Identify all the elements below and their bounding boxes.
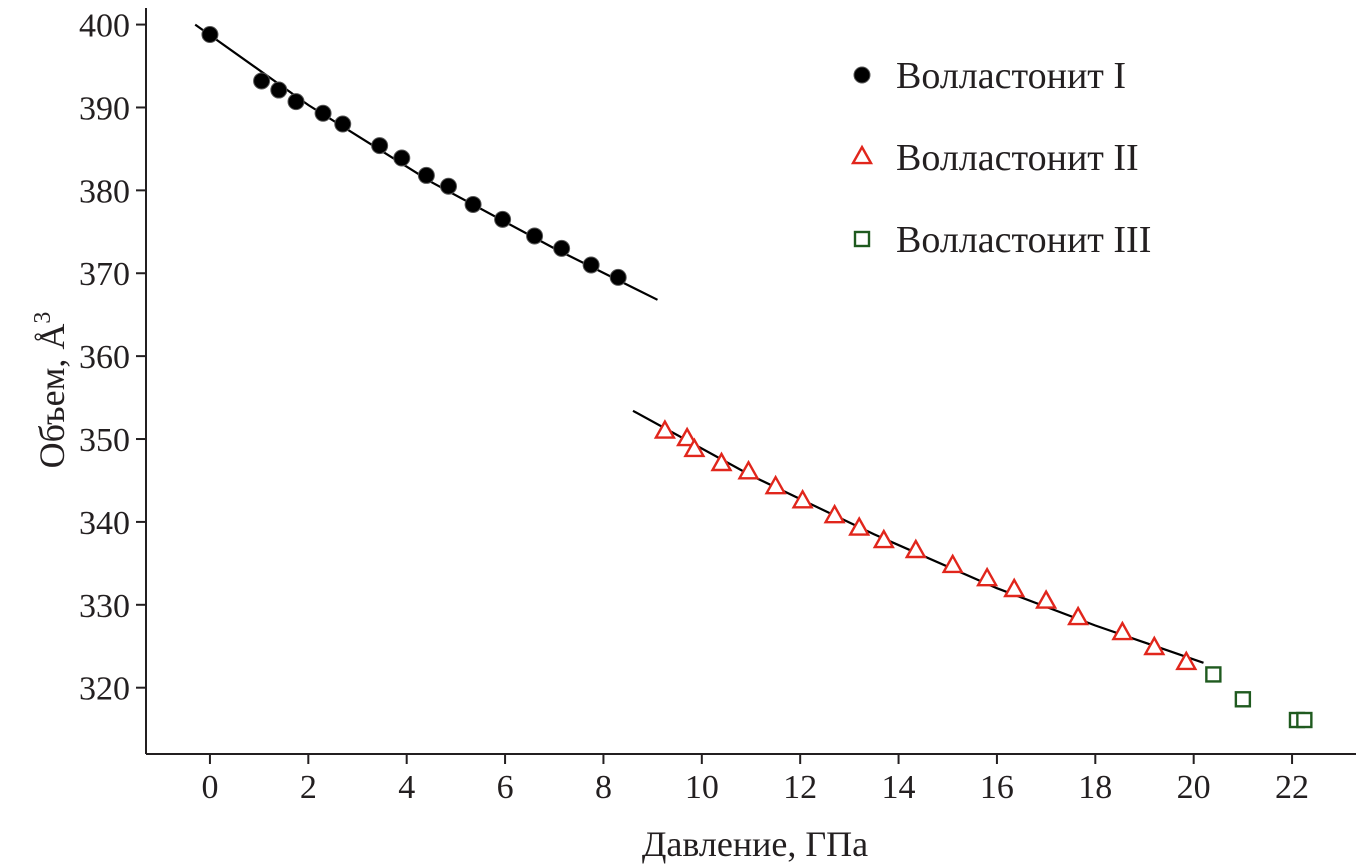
data-point-series-2 bbox=[764, 474, 787, 495]
ticks: 0 2 4 6 8 10 12 14 16 18 20 22 320 330 340 350 360 370 380… bbox=[79, 8, 1309, 806]
data-point-series-1 bbox=[334, 115, 352, 133]
data-point-series-2 bbox=[848, 516, 871, 536]
legend: Волластонит I Волластонит II Волластонит I… bbox=[850, 55, 1151, 261]
y-axis-label: Объем, Å3 bbox=[30, 312, 72, 469]
y-tick-label: 400 bbox=[79, 8, 130, 45]
y-tick-label: 390 bbox=[79, 90, 130, 127]
y-axis-label-superscript: 3 bbox=[30, 312, 56, 324]
x-tick-label: 0 bbox=[201, 769, 218, 806]
data-point-series-1 bbox=[253, 72, 271, 90]
data-point-series-2 bbox=[676, 426, 699, 447]
y-tick-label: 330 bbox=[79, 588, 130, 625]
data-point-series-1 bbox=[371, 137, 389, 155]
data-point-series-2 bbox=[823, 503, 846, 524]
data-point-series-1 bbox=[582, 256, 600, 274]
y-tick-label: 360 bbox=[79, 339, 130, 376]
data-point-series-1 bbox=[464, 195, 482, 213]
data-point-series-2 bbox=[791, 488, 814, 509]
fit-line-series-2 bbox=[632, 409, 1204, 664]
data-point-series-2 bbox=[872, 528, 895, 549]
data-point-series-2 bbox=[976, 566, 999, 587]
data-point-series-3 bbox=[1234, 691, 1252, 708]
data-point-series-2 bbox=[683, 437, 706, 458]
data-point-series-1 bbox=[553, 239, 571, 257]
data-point-series-1 bbox=[609, 268, 627, 286]
data-point-series-1 bbox=[494, 210, 512, 228]
y-tick-label: 340 bbox=[79, 505, 130, 542]
x-tick-label: 14 bbox=[882, 769, 916, 806]
x-tick-label: 16 bbox=[980, 769, 1014, 806]
x-tick-label: 22 bbox=[1275, 769, 1309, 806]
x-tick-label: 20 bbox=[1177, 769, 1211, 806]
y-tick-label: 370 bbox=[79, 256, 130, 293]
legend-label-series-3: Волластонит III bbox=[896, 219, 1151, 261]
y-axis-label-text: Объем, Å bbox=[32, 324, 72, 469]
x-tick-label: 10 bbox=[685, 769, 719, 806]
data-point-series-3 bbox=[1205, 666, 1222, 683]
data-point-series-2 bbox=[1175, 650, 1198, 671]
data-point-series-2 bbox=[941, 553, 964, 574]
data-point-series-1 bbox=[393, 149, 411, 167]
data-point-series-1 bbox=[287, 93, 305, 111]
x-tick-label: 2 bbox=[300, 769, 317, 806]
legend-label-series-1: Волластонит I bbox=[896, 55, 1126, 97]
x-tick-label: 4 bbox=[398, 769, 415, 806]
data-point-series-2 bbox=[1111, 620, 1134, 641]
legend-marker-series-1 bbox=[853, 66, 871, 84]
data-point-series-3 bbox=[1296, 711, 1313, 729]
data-markers bbox=[201, 26, 1313, 729]
y-tick-label: 350 bbox=[79, 422, 130, 459]
data-point-series-1 bbox=[526, 227, 544, 245]
legend-marker-series-2 bbox=[850, 144, 874, 165]
y-tick-label: 320 bbox=[79, 671, 130, 708]
data-point-series-2 bbox=[710, 451, 733, 472]
legend-marker-series-3 bbox=[853, 230, 871, 248]
data-point-series-1 bbox=[440, 177, 457, 195]
data-point-series-2 bbox=[737, 459, 760, 480]
data-point-series-1 bbox=[201, 26, 219, 44]
x-tick-label: 12 bbox=[783, 769, 817, 806]
y-tick-label: 380 bbox=[79, 173, 130, 210]
axes bbox=[145, 8, 1356, 755]
data-point-series-1 bbox=[314, 104, 332, 122]
data-point-series-2 bbox=[653, 419, 676, 439]
data-point-series-2 bbox=[1003, 577, 1026, 598]
x-tick-label: 8 bbox=[595, 769, 612, 806]
data-point-series-1 bbox=[270, 81, 288, 99]
x-axis-label: Давление, ГПа bbox=[642, 824, 868, 864]
data-point-series-2 bbox=[904, 538, 927, 559]
data-point-series-2 bbox=[1035, 589, 1058, 609]
legend-label-series-2: Волластонит II bbox=[896, 137, 1139, 179]
data-point-series-2 bbox=[1067, 605, 1090, 626]
data-point-series-1 bbox=[417, 166, 435, 184]
x-tick-label: 18 bbox=[1078, 769, 1112, 806]
data-point-series-2 bbox=[1143, 635, 1166, 656]
x-tick-label: 6 bbox=[497, 769, 514, 806]
